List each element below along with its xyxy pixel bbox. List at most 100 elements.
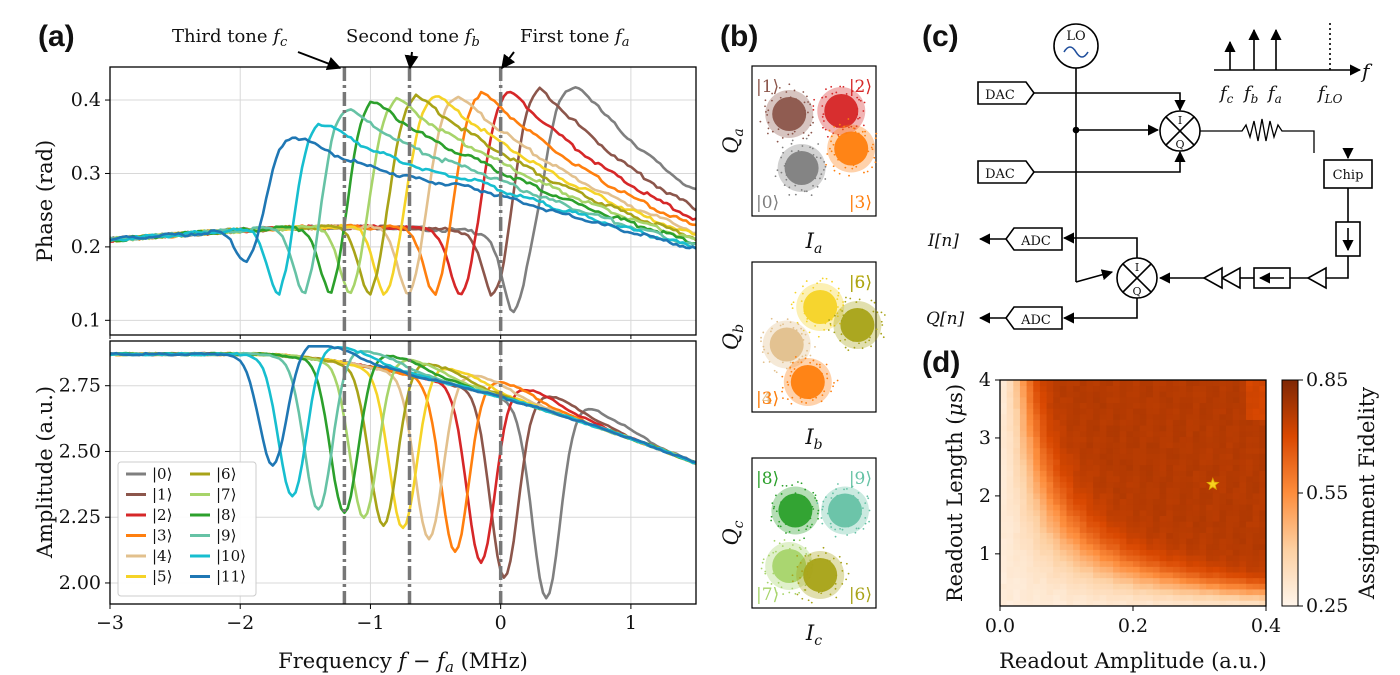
cluster-point <box>834 587 837 590</box>
cluster-point <box>801 570 803 573</box>
heatmap-cell <box>1152 515 1160 522</box>
heatmap-cell <box>1133 594 1141 601</box>
cluster-point <box>782 593 785 595</box>
heatmap-cell <box>1159 408 1167 415</box>
heatmap-cell <box>1126 453 1134 460</box>
heatmap-cell <box>1139 408 1147 415</box>
heatmap-cell <box>1119 476 1127 483</box>
heatmap-cell <box>1172 589 1180 596</box>
heatmap-cell <box>1206 413 1214 420</box>
cluster-point <box>803 190 806 193</box>
heatmap-cell <box>1000 555 1008 562</box>
heatmap-cell <box>1033 600 1041 607</box>
heatmap-cell <box>1066 526 1074 533</box>
heatmap-cell <box>1252 572 1260 579</box>
heatmap-cell <box>1139 555 1147 562</box>
cluster-point <box>835 488 837 491</box>
cluster-point <box>825 96 827 98</box>
heatmap-cell <box>1106 549 1114 556</box>
cluster-point <box>832 132 835 135</box>
heatmap-cell <box>1226 498 1234 505</box>
optimum-star-marker <box>1206 477 1220 491</box>
cluster-state-label: |6⟩ <box>849 273 872 293</box>
legend-entry: |10⟩ <box>216 547 246 565</box>
heatmap-cell <box>1046 436 1054 443</box>
heatmap-cell <box>1226 549 1234 556</box>
heatmap-cell <box>1139 560 1147 567</box>
heatmap-cell <box>1139 493 1147 500</box>
heatmap-cell <box>1219 509 1227 516</box>
heatmap-cell <box>1252 583 1260 590</box>
heatmap-cell <box>1000 532 1008 539</box>
cluster-point <box>868 520 871 523</box>
cluster-point <box>781 545 784 547</box>
cluster-point <box>839 85 842 88</box>
heatmap-cell <box>1039 476 1047 483</box>
heatmap-cell <box>1073 459 1081 466</box>
heatmap-cell <box>1106 413 1114 420</box>
heatmap-cell <box>1059 526 1067 533</box>
heatmap-cell <box>1152 476 1160 483</box>
heatmap-cell <box>1206 521 1214 528</box>
heatmap-cell <box>1146 589 1154 596</box>
heatmap-cell <box>1172 413 1180 420</box>
heatmap-cell <box>1033 453 1041 460</box>
cluster-point <box>776 320 779 323</box>
heatmap-cell <box>1113 487 1121 494</box>
heatmap-cell <box>1033 447 1041 454</box>
heatmap-cell <box>1206 583 1214 590</box>
cluster-state-label: |5⟩ <box>849 273 872 293</box>
amplitude-series-line <box>110 344 697 467</box>
heatmap-cell <box>1053 543 1061 550</box>
heatmap-cell <box>1099 594 1107 601</box>
heatmap-cell <box>1252 577 1260 584</box>
heatmap-cell <box>1059 419 1067 426</box>
heatmap-cell <box>1026 566 1034 573</box>
cluster-point <box>809 517 812 520</box>
colorbar-tick: 0.55 <box>1306 482 1348 504</box>
heatmap-cell <box>1146 459 1154 466</box>
cluster-point <box>856 96 859 99</box>
heatmap-cell <box>1013 402 1021 409</box>
heatmap-cell <box>1046 509 1054 516</box>
heatmap-cell <box>1166 464 1174 471</box>
heatmap-cell <box>1086 391 1094 398</box>
heatmap-cell <box>1033 425 1041 432</box>
heatmap-cell <box>1226 430 1234 437</box>
first-tone-arrow <box>501 51 516 70</box>
heatmap-cell <box>1259 549 1267 556</box>
heatmap-cell <box>1006 396 1014 403</box>
heatmap-cell <box>1219 526 1227 533</box>
heatmap-cell <box>1013 396 1021 403</box>
heatmap-cell <box>1006 566 1014 573</box>
heatmap-cell <box>1246 391 1254 398</box>
heatmap-cell <box>1046 572 1054 579</box>
heatmap-cell <box>1026 504 1034 511</box>
pulse-waveform <box>1200 118 1315 153</box>
heatmap-cell <box>1152 481 1160 488</box>
heatmap-cell <box>1126 532 1134 539</box>
heatmap-cell <box>1252 447 1260 454</box>
cluster-point <box>805 280 808 282</box>
heatmap-cell <box>1033 408 1041 415</box>
heatmap-cell <box>1146 464 1154 471</box>
heatmap-cell <box>1166 481 1174 488</box>
heatmap-cell <box>1019 459 1027 466</box>
heatmap-cell <box>1133 521 1141 528</box>
heatmap-cell <box>1019 430 1027 437</box>
readout-circuit-diagram: LO DAC DAC I Q Chip <box>926 22 1373 330</box>
heatmap-cell <box>1139 413 1147 420</box>
heatmap-cell <box>1039 594 1047 601</box>
cluster-point <box>815 396 818 399</box>
heatmap-cell <box>1026 476 1034 483</box>
heatmap-cell <box>1192 481 1200 488</box>
heatmap-cell <box>1006 515 1014 522</box>
heatmap-cell <box>1046 560 1054 567</box>
heatmap-cell <box>1066 504 1074 511</box>
legend-entry: |3⟩ <box>152 527 172 545</box>
heatmap-cell <box>1159 600 1167 607</box>
heatmap-cell <box>1159 526 1167 533</box>
heatmap-cell <box>1219 481 1227 488</box>
heatmap-cell <box>1133 380 1141 387</box>
heatmap-cell <box>1046 380 1054 387</box>
